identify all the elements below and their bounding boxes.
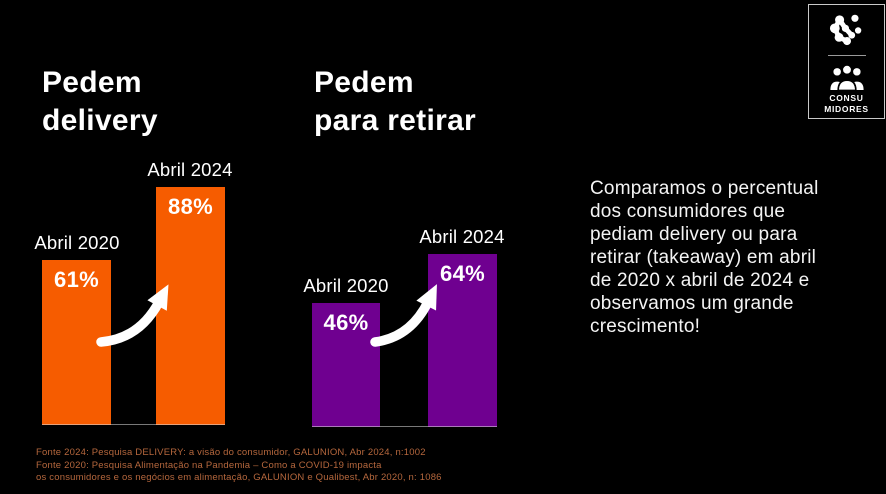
source-notes: Fonte 2024: Pesquisa DELIVERY: a visão d… — [36, 447, 442, 485]
category-label-2020: Abril 2020 — [303, 274, 389, 296]
people-group-icon — [829, 64, 864, 91]
source-line: Fonte 2020: Pesquisa Alimentação na Pand… — [36, 459, 382, 471]
axis-baseline — [312, 426, 497, 427]
source-line: os consumidores e os negócios em aliment… — [36, 472, 442, 483]
bar-group-delivery: Abril 2020 Abril 2024 61% 88% — [34, 140, 232, 425]
bar-delivery-2024: 88% — [156, 187, 225, 425]
commentary-text: Comparamos o percentual dos consumidores… — [590, 178, 819, 337]
brand-panel: CONSU MIDORES — [808, 4, 885, 119]
audience-label: CONSU MIDORES — [824, 93, 869, 115]
category-label-2024: Abril 2024 — [147, 159, 233, 181]
galunion-network-icon — [829, 14, 861, 46]
value-label: 46% — [323, 309, 369, 335]
category-label-2024: Abril 2024 — [419, 226, 505, 248]
axis-baseline — [42, 424, 225, 425]
source-line: Fonte 2024: Pesquisa DELIVERY: a visão d… — [36, 447, 426, 458]
bar-delivery-2020: 61% — [42, 260, 111, 425]
category-label-2020: Abril 2020 — [34, 232, 120, 254]
value-label: 64% — [440, 261, 485, 287]
chart-title-delivery: Pedem delivery — [42, 64, 158, 140]
value-label: 61% — [54, 267, 99, 293]
bar-group-retirar: Abril 2020 Abril 2024 46% 64% — [303, 140, 504, 427]
bar-retirar-2024: 64% — [428, 254, 497, 427]
bar-retirar-2020: 46% — [312, 302, 380, 427]
panel-divider — [827, 55, 866, 56]
chart-title-line: Pedem — [42, 66, 142, 99]
audience-label-line: MIDORES — [824, 104, 869, 114]
chart-title-line: para retirar — [314, 104, 477, 137]
chart-title-line: Pedem — [314, 66, 414, 99]
audience-label-line: CONSU — [829, 93, 864, 103]
chart-title-retirar: Pedem para retirar — [314, 64, 476, 140]
chart-title-line: delivery — [42, 104, 158, 137]
value-label: 88% — [168, 194, 213, 220]
